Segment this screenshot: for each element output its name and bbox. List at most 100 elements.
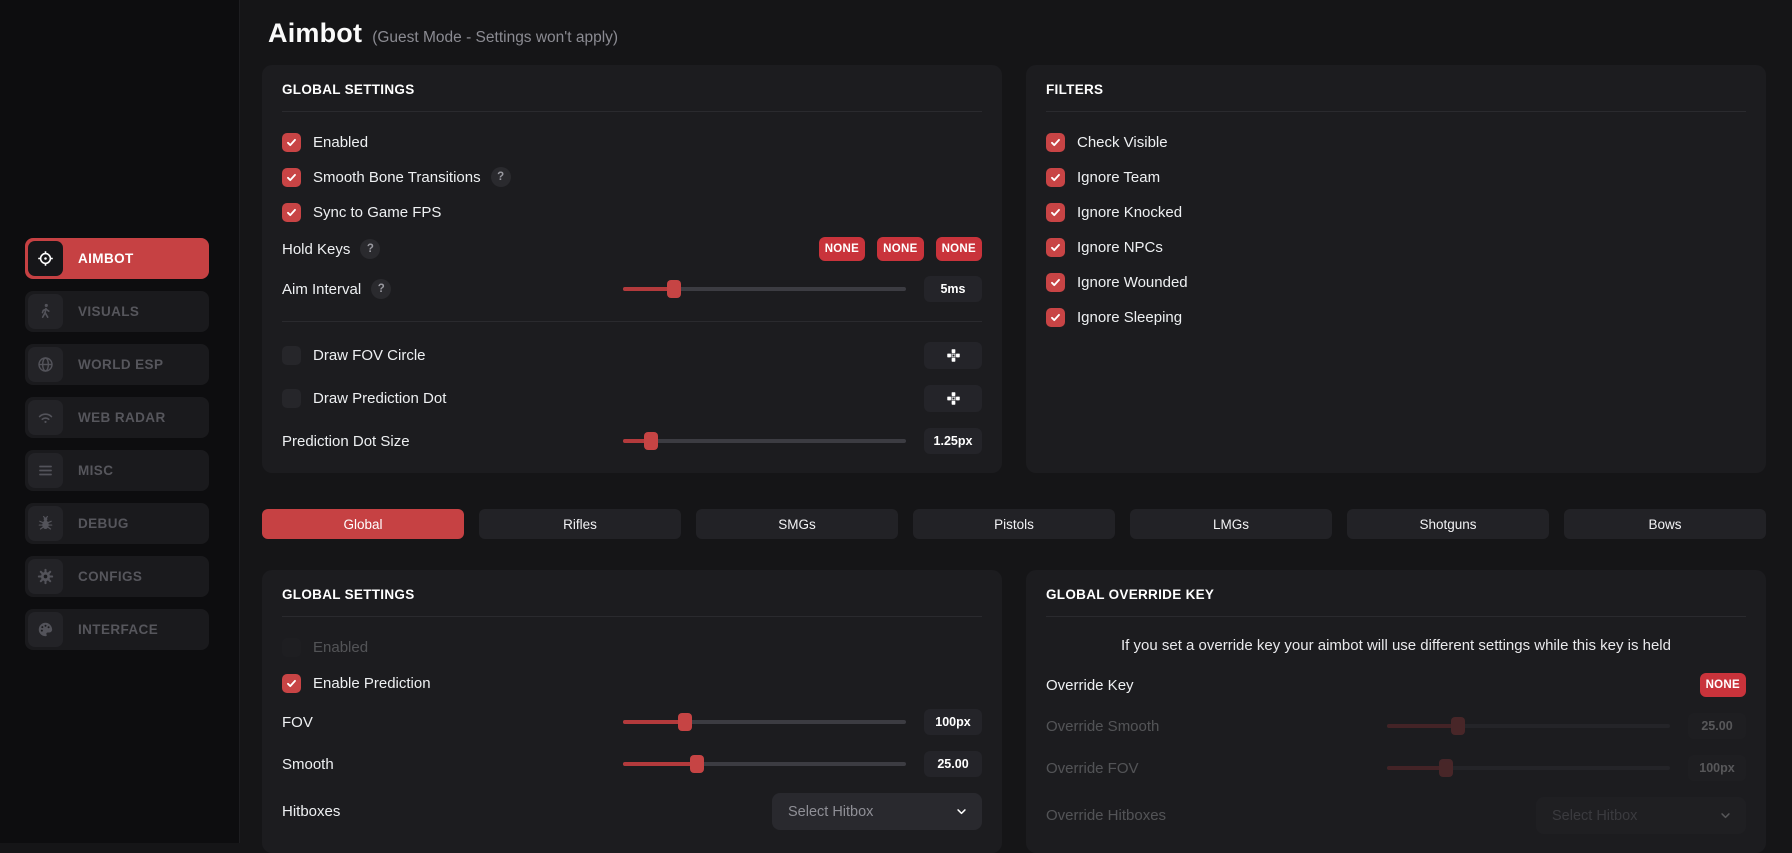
hitboxes-dropdown[interactable]: Select Hitbox: [772, 793, 982, 830]
hold-key-badge-1[interactable]: NONE: [818, 237, 866, 261]
filter-row: Ignore Team: [1046, 167, 1746, 187]
check-visible-checkbox[interactable]: [1046, 132, 1065, 152]
aim-interval-value: 5ms: [924, 276, 982, 302]
check-icon: [287, 679, 296, 687]
main-content: Aimbot (Guest Mode - Settings won't appl…: [240, 0, 1792, 853]
slider-handle[interactable]: [644, 432, 659, 450]
prediction-color-picker-button[interactable]: [924, 385, 982, 412]
sidebar-item-label: WORLD ESP: [78, 357, 164, 372]
hitboxes-row: Hitboxes Select Hitbox: [282, 793, 982, 830]
override-key-row: Override Key NONE: [1046, 673, 1746, 697]
fov-value: 100px: [924, 709, 982, 735]
draw-prediction-checkbox[interactable]: [282, 389, 301, 408]
draw-fov-label: Draw FOV Circle: [313, 347, 426, 364]
fov-slider[interactable]: [623, 712, 906, 732]
ignore-npcs-checkbox[interactable]: [1046, 237, 1065, 257]
bug-icon: [28, 506, 63, 541]
fov-color-picker-button[interactable]: [924, 342, 982, 369]
sidebar-item-label: CONFIGS: [78, 569, 143, 584]
tab-pistols[interactable]: Pistols: [913, 509, 1115, 539]
aim-interval-slider[interactable]: [623, 279, 906, 299]
sidebar-item-misc[interactable]: MISC: [25, 450, 209, 491]
override-hitboxes-dropdown[interactable]: Select Hitbox: [1536, 797, 1746, 834]
hold-key-badge-2[interactable]: NONE: [877, 237, 924, 261]
ignore-knocked-checkbox[interactable]: [1046, 202, 1065, 222]
smooth-bone-label: Smooth Bone Transitions: [313, 168, 481, 186]
weapon-tabs: Global Rifles SMGs Pistols LMGs Shotguns…: [262, 509, 1766, 539]
prediction-dot-size-row: Prediction Dot Size 1.25px: [282, 428, 982, 454]
smooth-slider[interactable]: [623, 754, 906, 774]
filter-row: Check Visible: [1046, 132, 1746, 152]
enable-prediction-checkbox[interactable]: [282, 673, 301, 693]
tab-global[interactable]: Global: [262, 509, 464, 539]
slider-handle[interactable]: [1439, 759, 1454, 777]
tab-bows[interactable]: Bows: [1564, 509, 1766, 539]
sidebar-item-visuals[interactable]: VISUALS: [25, 291, 209, 332]
fov-row: FOV 100px: [282, 709, 982, 735]
hold-keys-label: Hold Keys: [282, 240, 351, 258]
sync-fps-row: Sync to Game FPS: [282, 202, 982, 222]
tab-shotguns[interactable]: Shotguns: [1347, 509, 1549, 539]
page-subtitle: (Guest Mode - Settings won't apply): [372, 29, 619, 46]
aim-interval-label: Aim Interval: [282, 280, 362, 298]
dpad-picker-icon: [946, 349, 960, 362]
slider-handle[interactable]: [1450, 717, 1465, 735]
hold-key-badge-3[interactable]: NONE: [935, 237, 982, 261]
slider-handle[interactable]: [689, 755, 704, 773]
sidebar-item-label: DEBUG: [78, 516, 129, 531]
filter-row: Ignore Knocked: [1046, 202, 1746, 222]
hitboxes-label: Hitboxes: [282, 803, 341, 820]
enable-prediction-row: Enable Prediction: [282, 673, 982, 693]
ignore-wounded-checkbox[interactable]: [1046, 272, 1065, 292]
enable-prediction-label: Enable Prediction: [313, 674, 431, 692]
weapon-enabled-checkbox[interactable]: [282, 637, 301, 657]
crosshair-icon: [28, 241, 63, 276]
sidebar-item-debug[interactable]: DEBUG: [25, 503, 209, 544]
override-key-badge[interactable]: NONE: [1699, 673, 1746, 697]
override-smooth-value: 25.00: [1688, 713, 1746, 739]
draw-fov-checkbox[interactable]: [282, 346, 301, 365]
override-fov-label: Override FOV: [1046, 759, 1139, 777]
sidebar-item-web-radar[interactable]: WEB RADAR: [25, 397, 209, 438]
slider-handle[interactable]: [666, 280, 681, 298]
dpad-picker-icon: [946, 392, 960, 405]
sidebar-item-aimbot[interactable]: AIMBOT: [25, 238, 209, 279]
draw-fov-row: Draw FOV Circle: [282, 342, 982, 369]
filter-label: Ignore Wounded: [1077, 273, 1188, 291]
panel-title: GLOBAL SETTINGS: [282, 587, 415, 602]
sync-fps-checkbox[interactable]: [282, 202, 301, 222]
prediction-dot-size-slider[interactable]: [623, 431, 906, 451]
check-icon: [287, 138, 296, 146]
enabled-checkbox[interactable]: [282, 132, 301, 152]
smooth-bone-checkbox[interactable]: [282, 167, 301, 187]
sidebar: AIMBOT VISUALS WORLD ESP: [0, 0, 240, 843]
divider: [282, 321, 982, 322]
sidebar-item-world-esp[interactable]: WORLD ESP: [25, 344, 209, 385]
sidebar-item-interface[interactable]: INTERFACE: [25, 609, 209, 650]
filter-label: Ignore NPCs: [1077, 238, 1163, 256]
page-title: Aimbot: [268, 18, 363, 48]
chevron-down-icon: [957, 809, 966, 815]
sidebar-item-configs[interactable]: CONFIGS: [25, 556, 209, 597]
tab-smgs[interactable]: SMGs: [696, 509, 898, 539]
override-fov-slider[interactable]: [1387, 758, 1670, 778]
help-icon[interactable]: ?: [360, 239, 381, 259]
check-icon: [1051, 243, 1060, 251]
ignore-sleeping-checkbox[interactable]: [1046, 307, 1065, 327]
check-icon: [1051, 208, 1060, 216]
sidebar-item-label: MISC: [78, 463, 114, 478]
weapon-settings-panel: GLOBAL SETTINGS Enabled Enable Predictio…: [262, 570, 1002, 853]
override-smooth-slider[interactable]: [1387, 716, 1670, 736]
tab-rifles[interactable]: Rifles: [479, 509, 681, 539]
fov-label: FOV: [282, 713, 313, 731]
slider-handle[interactable]: [678, 713, 693, 731]
smooth-value: 25.00: [924, 751, 982, 777]
smooth-bone-row: Smooth Bone Transitions ?: [282, 167, 982, 187]
panel-title: GLOBAL SETTINGS: [282, 82, 415, 97]
help-icon[interactable]: ?: [371, 279, 392, 299]
tab-lmgs[interactable]: LMGs: [1130, 509, 1332, 539]
ignore-team-checkbox[interactable]: [1046, 167, 1065, 187]
filter-label: Check Visible: [1077, 133, 1168, 151]
sidebar-item-label: VISUALS: [78, 304, 140, 319]
help-icon[interactable]: ?: [490, 167, 511, 187]
